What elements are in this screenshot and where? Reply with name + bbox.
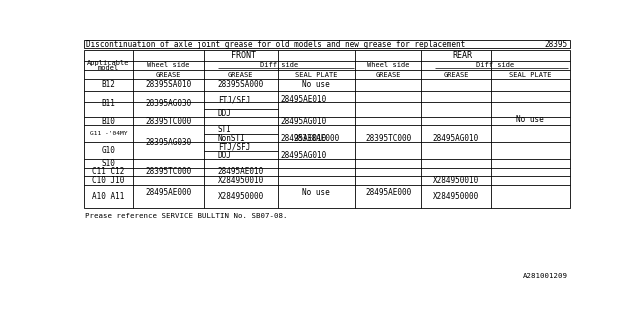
Text: 28495AG010: 28495AG010 (433, 134, 479, 143)
Text: 28495AE000: 28495AE000 (145, 188, 191, 196)
Text: GREASE: GREASE (375, 72, 401, 77)
Text: No use: No use (303, 81, 330, 90)
Text: A281001209: A281001209 (524, 273, 568, 279)
Text: Diff side: Diff side (476, 61, 515, 68)
Text: 28495AG010: 28495AG010 (280, 150, 326, 160)
Text: 28495AE010: 28495AE010 (218, 167, 264, 177)
Text: Wheel side: Wheel side (367, 62, 410, 68)
Text: 28395: 28395 (545, 40, 568, 49)
Text: SEAL PLATE: SEAL PLATE (295, 72, 338, 77)
Text: X284950000: X284950000 (433, 192, 479, 201)
Text: No use: No use (516, 115, 544, 124)
Text: 28495AE000: 28495AE000 (365, 188, 411, 196)
Text: 28495AE010: 28495AE010 (280, 134, 326, 143)
Text: 28395SA010: 28395SA010 (145, 81, 191, 90)
Text: REAR: REAR (452, 51, 472, 60)
Text: FTJ/SFJ: FTJ/SFJ (218, 142, 250, 151)
Text: B10: B10 (101, 117, 115, 126)
Text: 28395SA000: 28395SA000 (218, 81, 264, 90)
Text: model: model (98, 65, 119, 71)
Text: GREASE: GREASE (443, 72, 468, 77)
Text: C11 C12: C11 C12 (92, 167, 124, 177)
Text: 28395TC000: 28395TC000 (365, 134, 411, 143)
Text: DDJ: DDJ (218, 108, 232, 117)
Bar (84, 50, 570, 208)
Text: Wheel side: Wheel side (147, 62, 189, 68)
Text: DOJ: DOJ (218, 150, 232, 160)
Text: Discontinuation of axle joint grease for old models and new grease for replaceme: Discontinuation of axle joint grease for… (86, 40, 465, 49)
Text: GREASE: GREASE (228, 72, 253, 77)
Text: C10 J10: C10 J10 (92, 176, 124, 185)
Text: STI: STI (218, 125, 232, 134)
Text: 28495AE010: 28495AE010 (280, 95, 326, 105)
Text: Diff side: Diff side (260, 61, 299, 68)
Text: SEAL PLATE: SEAL PLATE (509, 72, 552, 77)
Text: X284950000: X284950000 (218, 192, 264, 201)
Text: G10: G10 (101, 146, 115, 155)
Text: A10 A11: A10 A11 (92, 192, 124, 201)
Text: 28495AG010: 28495AG010 (280, 117, 326, 126)
Text: NonSTI: NonSTI (218, 134, 246, 143)
Text: Applicable: Applicable (87, 60, 129, 66)
Text: GREASE: GREASE (156, 72, 181, 77)
Bar (84, 40, 570, 48)
Text: X284950010: X284950010 (433, 176, 479, 185)
Text: 28395AG030: 28395AG030 (145, 138, 191, 147)
Text: S10: S10 (101, 159, 115, 168)
Text: Prease reference SERVICE BULLTIN No. SB07-08.: Prease reference SERVICE BULLTIN No. SB0… (85, 213, 288, 219)
Text: B11: B11 (101, 99, 115, 108)
Text: 28338AE000: 28338AE000 (293, 134, 339, 143)
Text: G11 -'04MY: G11 -'04MY (90, 132, 127, 136)
Text: 28395AG030: 28395AG030 (145, 99, 191, 108)
Text: FRONT: FRONT (232, 51, 257, 60)
Text: FTJ/SFJ: FTJ/SFJ (218, 95, 250, 105)
Text: 28395TC000: 28395TC000 (145, 117, 191, 126)
Text: X284950010: X284950010 (218, 176, 264, 185)
Text: 28395TC000: 28395TC000 (145, 167, 191, 177)
Text: B12: B12 (101, 81, 115, 90)
Text: No use: No use (303, 188, 330, 196)
